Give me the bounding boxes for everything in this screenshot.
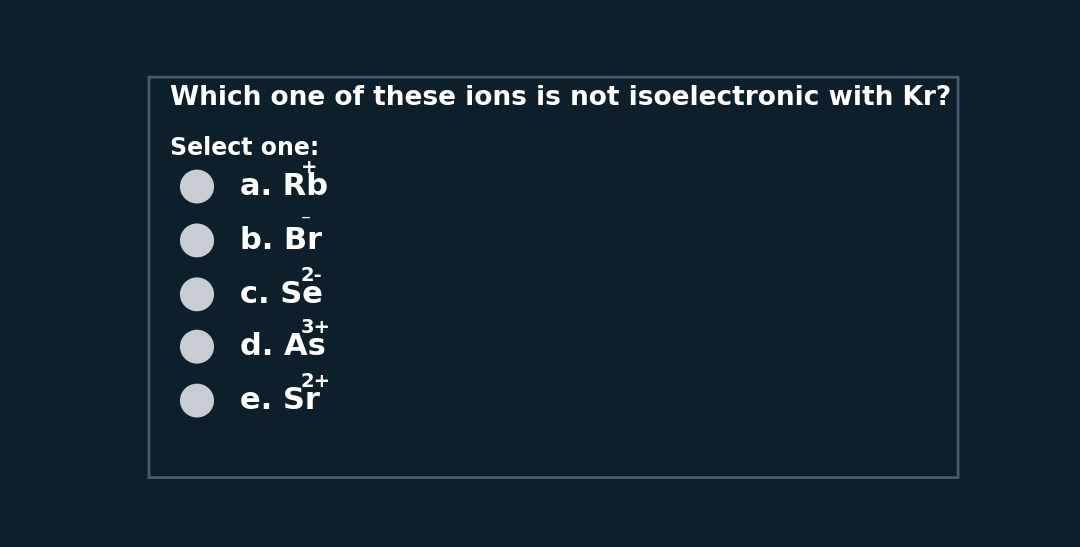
- Text: d. As: d. As: [240, 332, 325, 361]
- FancyBboxPatch shape: [149, 77, 958, 478]
- Text: a. Rb: a. Rb: [240, 172, 327, 201]
- Text: Which one of these ions is not isoelectronic with Kr?: Which one of these ions is not isoelectr…: [170, 85, 951, 111]
- Circle shape: [180, 383, 214, 417]
- Circle shape: [180, 277, 214, 311]
- Circle shape: [180, 224, 214, 258]
- Circle shape: [180, 170, 214, 203]
- Text: c. Se: c. Se: [240, 280, 323, 309]
- Text: 2+: 2+: [300, 372, 330, 391]
- Text: Select one:: Select one:: [170, 137, 319, 160]
- Text: +: +: [300, 158, 316, 177]
- Text: e. Sr: e. Sr: [240, 386, 320, 415]
- Text: b. Br: b. Br: [240, 226, 322, 255]
- Circle shape: [180, 330, 214, 364]
- Text: 2-: 2-: [300, 266, 322, 284]
- Text: ⁻: ⁻: [300, 212, 311, 231]
- Text: 3+: 3+: [300, 318, 330, 337]
